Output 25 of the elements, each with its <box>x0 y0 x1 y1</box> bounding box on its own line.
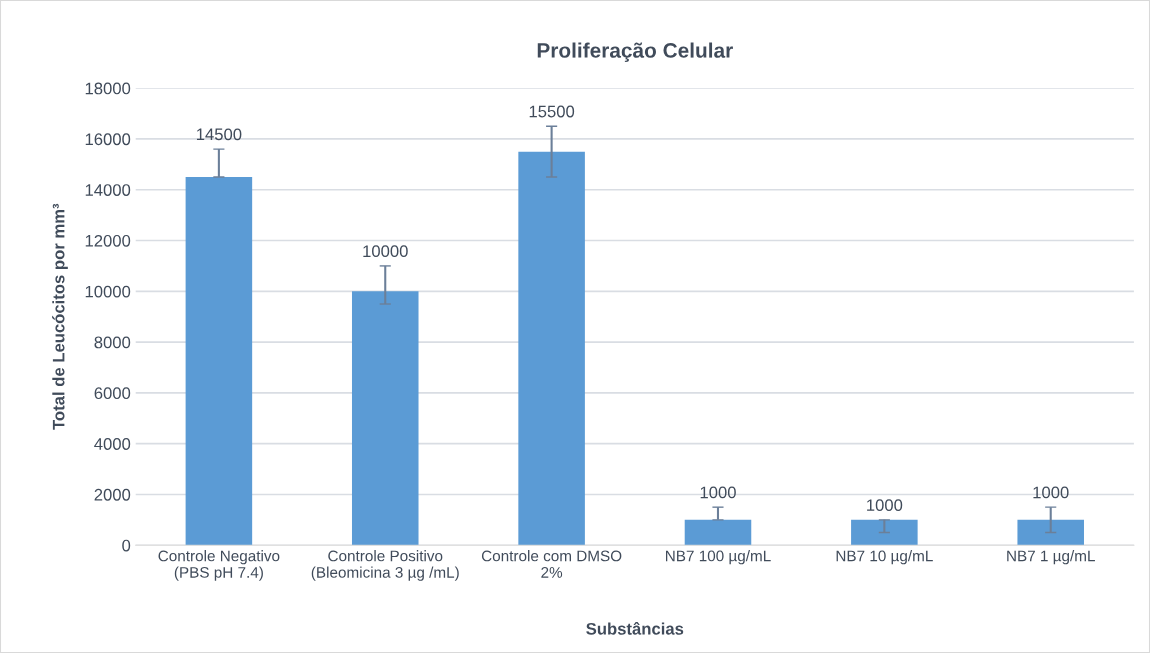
y-tick-label: 14000 <box>85 184 131 196</box>
x-tick-label: NB7 10 µg/mL <box>836 550 933 565</box>
y-tick-label: 12000 <box>85 234 131 247</box>
data-label: 15500 <box>529 105 575 118</box>
data-label: 10000 <box>363 245 408 258</box>
y-axis-title: Total de Leucócitos por mm³ <box>52 203 68 430</box>
y-tick-label: 10000 <box>85 285 131 298</box>
x-axis-title: Substâncias <box>586 622 684 635</box>
y-tick-label: 16000 <box>85 133 131 146</box>
x-tick-label: Controle com DMSO 2% <box>481 550 622 578</box>
data-label: 1000 <box>700 486 736 499</box>
x-tick-label: Controle Negativo (PBS pH 7.4) <box>158 550 280 581</box>
y-tick-label: 8000 <box>94 336 131 349</box>
y-tick-label: 0 <box>122 539 131 552</box>
y-tick-label: 2000 <box>94 488 131 501</box>
y-tick-label: 4000 <box>94 438 131 450</box>
y-tick-label: 18000 <box>85 82 131 95</box>
x-tick-label: Controle Positivo (Bleomicina 3 µg /mL) <box>311 550 459 581</box>
y-tick-label: 6000 <box>94 387 131 400</box>
x-tick-label: NB7 1 µg/mL <box>1007 550 1095 565</box>
chart-title: Proliferação Celular <box>537 42 733 62</box>
data-label: 1000 <box>1033 486 1069 499</box>
data-label: 14500 <box>196 128 242 141</box>
data-label: 1000 <box>867 499 903 512</box>
x-tick-label: NB7 100 µg/mL <box>666 550 771 565</box>
